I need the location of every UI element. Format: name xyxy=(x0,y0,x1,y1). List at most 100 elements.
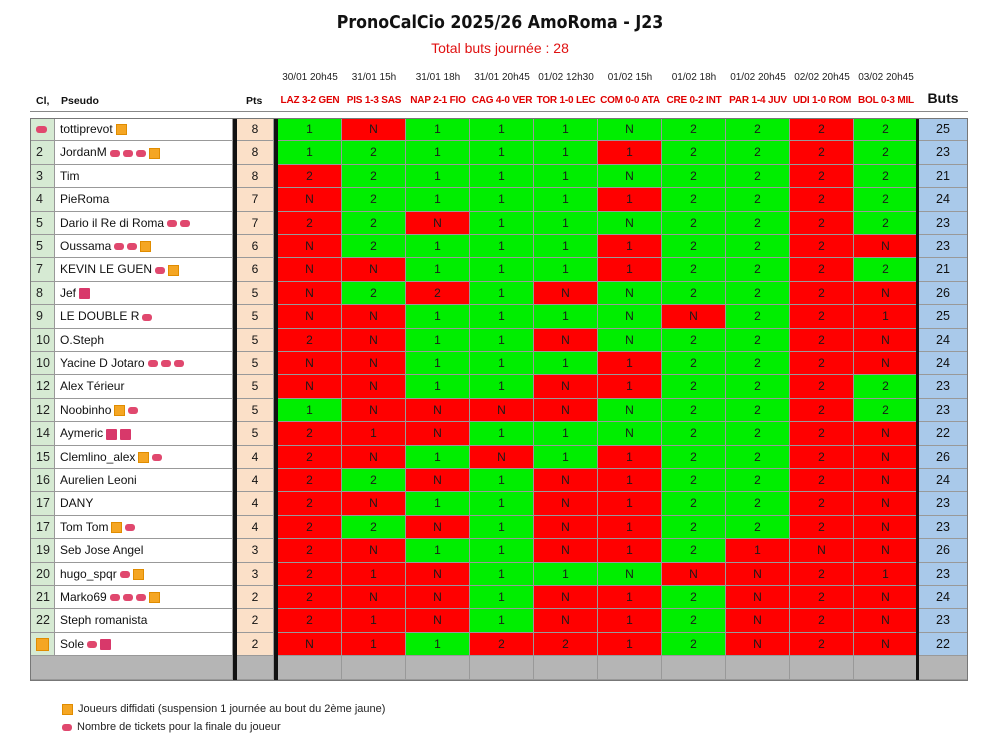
pseudo-cell: KEVIN LE GUEN xyxy=(55,258,233,282)
goals-cell: 23 xyxy=(919,398,968,423)
column-separator xyxy=(274,235,278,259)
prediction-cell: 1 xyxy=(406,328,470,352)
prediction-cell: 2 xyxy=(854,398,918,423)
prediction-cell: N xyxy=(342,118,406,142)
match-label: COM 0-0 ATA xyxy=(600,95,660,106)
prediction-cell: N xyxy=(278,258,342,282)
points-cell: 7 xyxy=(237,188,274,212)
match-label: NAP 2-1 FIO xyxy=(410,95,466,106)
column-separator xyxy=(233,422,237,446)
prediction-cell: N xyxy=(534,515,598,540)
column-separator xyxy=(233,141,237,165)
rank-cell: 12 xyxy=(30,398,55,423)
points-cell: 6 xyxy=(237,235,274,259)
prediction-cell: N xyxy=(342,539,406,563)
column-separator xyxy=(274,211,278,235)
prediction-cell: 2 xyxy=(342,141,406,165)
prediction-cell: 2 xyxy=(854,211,918,235)
prediction-cell: 2 xyxy=(342,281,406,306)
ticket-icon xyxy=(155,266,166,274)
rank-cell: 22 xyxy=(30,609,55,633)
rank-cell: 12 xyxy=(30,375,55,399)
pseudo-cell: Steph romanista xyxy=(55,609,233,633)
prediction-cell: 2 xyxy=(790,586,854,610)
prediction-cell: 2 xyxy=(790,281,854,306)
player-name: Alex Térieur xyxy=(60,379,125,394)
goals-cell: 24 xyxy=(919,586,968,610)
prediction-cell: N xyxy=(278,375,342,399)
prediction-cell: 2 xyxy=(342,211,406,235)
points-cell: 5 xyxy=(237,328,274,352)
prediction-cell: 1 xyxy=(406,188,470,212)
player-name: JordanM xyxy=(60,145,107,160)
prediction-cell: N xyxy=(854,492,918,516)
prediction-cell: 2 xyxy=(662,281,726,306)
column-separator xyxy=(916,211,919,235)
prediction-cell: N xyxy=(534,539,598,563)
page-title: PronoCalCio 2025/26 AmoRoma - J23 xyxy=(336,12,664,33)
column-separator xyxy=(274,305,278,329)
prediction-cell: 2 xyxy=(854,141,918,165)
column-separator xyxy=(233,328,237,352)
prediction-cell: N xyxy=(406,469,470,493)
prediction-cell: 1 xyxy=(470,118,534,142)
prediction-cell: 2 xyxy=(662,539,726,563)
prediction-cell: 2 xyxy=(726,305,790,329)
prediction-cell: 1 xyxy=(598,375,662,399)
prediction-cell: 2 xyxy=(278,164,342,189)
match-label: LAZ 3-2 GEN xyxy=(280,95,340,106)
prediction-cell: N xyxy=(342,352,406,376)
player-name: KEVIN LE GUEN xyxy=(60,262,153,277)
table-row: 10 Yacine D Jotaro 5 N N 1 1 1 1 2 2 2 N 24 xyxy=(30,352,968,376)
rank-cell xyxy=(30,118,55,142)
match-label: PIS 1-3 SAS xyxy=(346,95,402,106)
prediction-cell: 1 xyxy=(278,141,342,165)
prediction-cell: 1 xyxy=(470,305,534,329)
player-name: tottiprevot xyxy=(60,122,113,136)
rank-cell: 17 xyxy=(30,515,55,540)
prediction-cell: N xyxy=(278,305,342,329)
column-separator xyxy=(274,445,278,469)
column-separator xyxy=(233,632,237,657)
orange-square-icon xyxy=(114,405,126,417)
prediction-cell: N xyxy=(726,632,790,657)
prediction-cell: 1 xyxy=(854,562,918,586)
prediction-cell: 1 xyxy=(470,211,534,235)
prediction-cell: N xyxy=(598,164,662,189)
prediction-cell: 1 xyxy=(534,422,598,446)
prediction-cell: 2 xyxy=(662,469,726,493)
prediction-cell: 1 xyxy=(470,539,534,563)
prediction-cell: 2 xyxy=(726,445,790,469)
prediction-cell: 2 xyxy=(662,586,726,610)
ticket-icon xyxy=(128,407,139,415)
prediction-cell: N xyxy=(662,305,726,329)
prediction-cell: 1 xyxy=(470,328,534,352)
column-separator xyxy=(916,258,919,282)
column-separator xyxy=(916,492,919,516)
prediction-cell: N xyxy=(854,235,918,259)
prediction-cell: 2 xyxy=(534,632,598,657)
prediction-cell: 2 xyxy=(726,188,790,212)
prediction-cell: 2 xyxy=(790,375,854,399)
prediction-cell: 2 xyxy=(278,562,342,586)
prediction-cell: N xyxy=(342,375,406,399)
column-separator xyxy=(274,141,278,165)
rank-cell: 10 xyxy=(30,328,55,352)
prediction-cell: 2 xyxy=(662,398,726,423)
prediction-cell: 1 xyxy=(470,609,534,633)
prediction-cell: 1 xyxy=(406,305,470,329)
ticket-icon xyxy=(127,243,138,251)
prediction-cell: N xyxy=(854,281,918,306)
ticket-icon xyxy=(125,524,136,532)
points-cell: 5 xyxy=(237,352,274,376)
match-date: 03/02 20h45 xyxy=(858,72,914,83)
prediction-cell: 1 xyxy=(406,141,470,165)
prediction-cell: 2 xyxy=(726,328,790,352)
ticket-icon xyxy=(135,149,146,157)
prediction-cell: N xyxy=(534,586,598,610)
prediction-cell: 1 xyxy=(406,258,470,282)
goals-cell: 23 xyxy=(919,609,968,633)
footer-cell xyxy=(919,656,968,680)
prediction-cell: 1 xyxy=(598,515,662,540)
prediction-cell: 2 xyxy=(790,445,854,469)
